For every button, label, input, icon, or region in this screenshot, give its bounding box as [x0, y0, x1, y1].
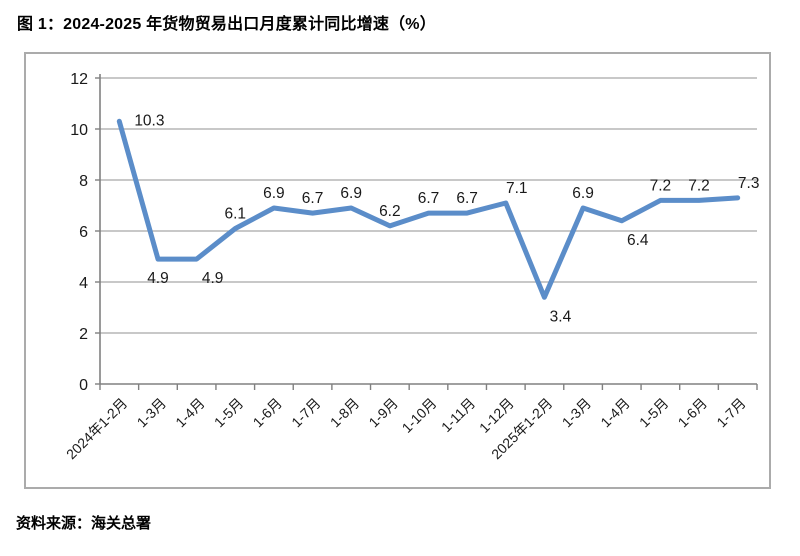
x-tick-label: 1-3月 [559, 395, 595, 431]
y-tick-labels: 0 2 4 6 8 10 12 [70, 71, 88, 394]
x-tick-label: 1-7月 [288, 395, 324, 431]
y-tick-label: 4 [79, 275, 88, 292]
data-label: 6.4 [627, 232, 649, 249]
data-label: 6.7 [418, 190, 440, 207]
axes [95, 74, 758, 390]
x-tick-label: 1-4月 [597, 395, 633, 431]
y-tick-label: 2 [79, 326, 88, 343]
x-tick-label: 1-5月 [211, 395, 247, 431]
data-label: 7.2 [650, 177, 672, 194]
data-label: 6.9 [572, 185, 594, 202]
y-tick-label: 10 [70, 122, 88, 139]
gridlines [100, 77, 757, 334]
data-label: 6.9 [263, 185, 285, 202]
data-label: 6.1 [224, 205, 246, 222]
data-label: 7.2 [688, 177, 710, 194]
data-label: 3.4 [550, 308, 572, 325]
x-tick-label: 1-7月 [713, 395, 749, 431]
data-label: 7.3 [738, 175, 760, 192]
y-tick-label: 12 [70, 71, 88, 88]
data-label: 6.7 [302, 190, 324, 207]
y-tick-label: 8 [79, 173, 88, 190]
chart-frame: 0 2 4 6 8 10 12 2024年1-2月 1-3月 1-4月 1-5月 1-6月 1-7月 1-… [24, 52, 771, 489]
x-tick-label: 1-11月 [438, 395, 478, 435]
x-tick-label: 1-10月 [399, 395, 440, 436]
x-tick-label: 1-9月 [365, 395, 401, 431]
x-tick-label: 1-3月 [134, 395, 170, 431]
source-note: 资料来源：海关总署 [16, 515, 152, 532]
series-line [116, 118, 741, 300]
x-tick-labels: 2024年1-2月 1-3月 1-4月 1-5月 1-6月 1-7月 1-8月 1-9月1-1… [63, 395, 749, 462]
y-tick-label: 6 [79, 224, 88, 241]
data-label: 6.7 [456, 190, 478, 207]
data-labels: 10.3 4.9 4.9 6.1 6.9 6.7 6.9 6.2 6.7 6.7 7.1 3.4 6.9… [134, 112, 759, 325]
x-tick-label: 1-6月 [675, 395, 711, 431]
page-title: 图 1：2024-2025 年货物贸易出口月度累计同比增速（%） [17, 16, 436, 33]
data-label: 6.9 [340, 185, 362, 202]
data-label: 4.9 [147, 270, 169, 287]
x-tick-label: 1-8月 [327, 395, 363, 431]
x-tick-label: 1-6月 [250, 395, 286, 431]
x-tick-label: 1-4月 [172, 395, 208, 431]
data-label: 7.1 [506, 180, 528, 197]
data-label: 6.2 [379, 203, 401, 220]
data-label: 4.9 [202, 270, 224, 287]
x-tick-label: 2024年1-2月 [63, 395, 130, 462]
x-tick-label: 1-5月 [636, 395, 672, 431]
data-label: 10.3 [134, 112, 164, 129]
y-tick-label: 0 [79, 377, 88, 394]
